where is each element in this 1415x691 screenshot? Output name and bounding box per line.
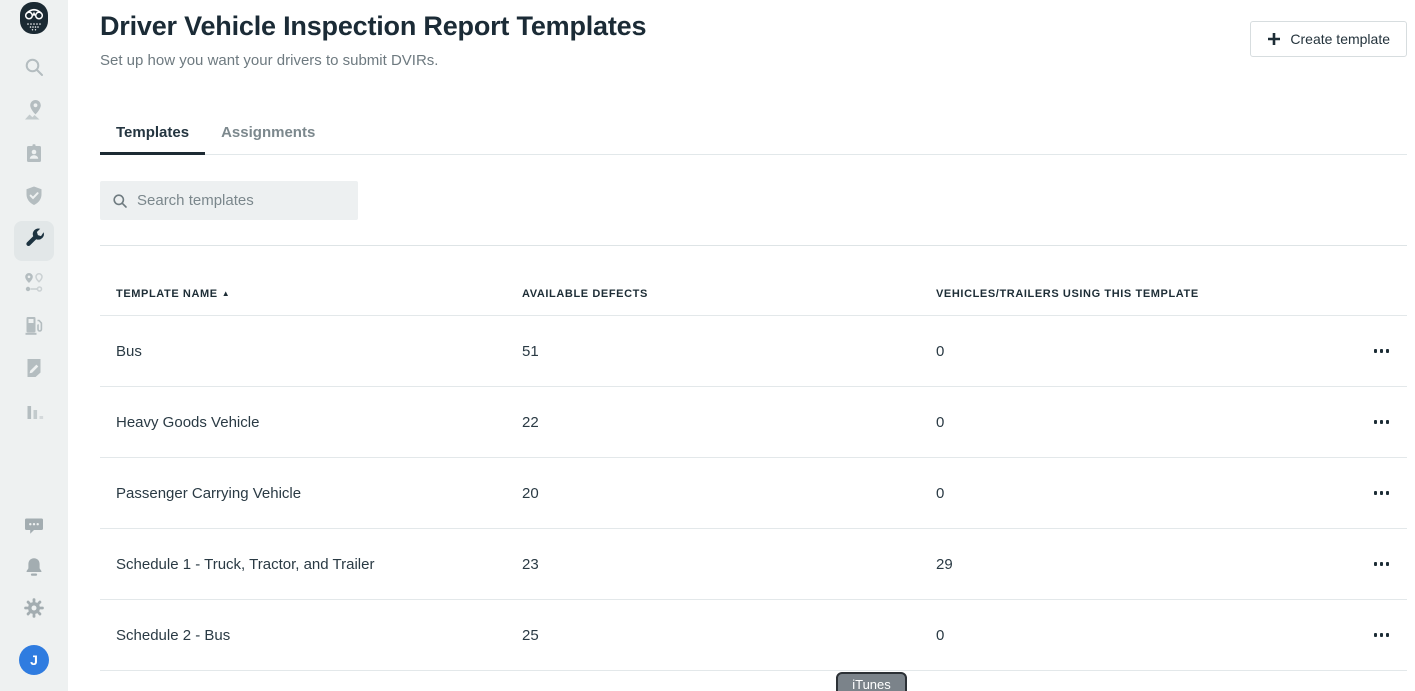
sidebar-item-maintenance[interactable] (14, 221, 54, 261)
table-row[interactable]: Passenger Carrying Vehicle 20 0 (100, 458, 1407, 529)
fuel-pump-icon (22, 313, 46, 342)
tab-templates[interactable]: Templates (100, 111, 206, 155)
sidebar-item-drivers[interactable] (14, 135, 54, 175)
page-subtitle: Set up how you want your drivers to subm… (100, 52, 439, 69)
template-name-cell: Bus (116, 342, 142, 360)
gear-icon (22, 596, 46, 625)
template-name-cell: Schedule 2 - Bus (116, 626, 231, 644)
sidebar-item-search[interactable] (14, 49, 54, 89)
available-defects-cell: 51 (522, 342, 539, 360)
sort-ascending-icon: ▲ (221, 289, 231, 298)
wrench-icon (22, 227, 46, 256)
table-row[interactable]: Bus 51 0 (100, 316, 1407, 387)
search-templates-input[interactable] (137, 192, 346, 209)
ellipsis-icon (1373, 491, 1377, 495)
samsara-owl-logo[interactable] (20, 2, 48, 34)
row-menu-button[interactable] (1372, 343, 1392, 359)
dock-tooltip: iTunes (836, 672, 907, 691)
vehicles-using-cell: 0 (936, 484, 945, 502)
create-template-label: Create template (1290, 31, 1390, 47)
section-divider (100, 245, 1407, 246)
sidebar-item-notifications[interactable] (16, 551, 52, 587)
available-defects-cell: 22 (522, 413, 539, 431)
vehicles-using-cell: 0 (936, 342, 945, 360)
sidebar-item-settings[interactable] (16, 592, 52, 628)
column-header-vehicles-using[interactable]: VEHICLES/TRAILERS USING THIS TEMPLATE (936, 288, 1199, 300)
row-menu-button[interactable] (1372, 485, 1392, 501)
row-menu-button[interactable] (1372, 556, 1392, 572)
column-header-template-name[interactable]: TEMPLATE NAME ▲ (116, 288, 522, 300)
column-header-available-defects[interactable]: AVAILABLE DEFECTS (522, 288, 648, 300)
template-name-cell: Schedule 1 - Truck, Tractor, and Trailer (116, 555, 375, 573)
column-header-label: TEMPLATE NAME (116, 288, 218, 300)
page-title: Driver Vehicle Inspection Report Templat… (100, 11, 647, 41)
sidebar-nav (14, 49, 54, 433)
sidebar-item-dispatch[interactable] (14, 264, 54, 304)
chat-bubble-icon (22, 514, 46, 543)
search-icon (112, 193, 128, 209)
shield-check-icon (22, 184, 46, 213)
search-icon (22, 55, 46, 84)
page-header: Driver Vehicle Inspection Report Templat… (100, 0, 1407, 69)
create-template-button[interactable]: Create template (1250, 21, 1407, 57)
sidebar-item-reports[interactable] (14, 393, 54, 433)
sidebar: J (0, 0, 68, 691)
route-pins-icon (22, 270, 46, 299)
tab-assignments[interactable]: Assignments (221, 124, 316, 141)
ellipsis-icon (1373, 420, 1377, 424)
available-defects-cell: 25 (522, 626, 539, 644)
row-menu-button[interactable] (1372, 627, 1392, 643)
table-row[interactable]: Schedule 2 - Bus 25 0 (100, 600, 1407, 671)
vehicles-using-cell: 29 (936, 555, 953, 573)
map-pin-icon (22, 98, 46, 127)
sidebar-item-overview[interactable] (14, 92, 54, 132)
document-edit-icon (22, 356, 46, 385)
table-row[interactable]: Schedule 1 - Truck, Tractor, and Trailer… (100, 529, 1407, 600)
main-content: Driver Vehicle Inspection Report Templat… (68, 0, 1415, 671)
sidebar-item-safety[interactable] (14, 178, 54, 218)
template-name-cell: Heavy Goods Vehicle (116, 413, 260, 431)
row-menu-button[interactable] (1372, 414, 1392, 430)
id-badge-icon (22, 141, 46, 170)
vehicles-using-cell: 0 (936, 413, 945, 431)
ellipsis-icon (1373, 633, 1377, 637)
sidebar-item-documents[interactable] (14, 350, 54, 390)
user-avatar[interactable]: J (19, 645, 49, 675)
tab-bar: Templates Assignments (100, 111, 1407, 155)
sidebar-item-feedback[interactable] (16, 510, 52, 546)
table-row[interactable]: Heavy Goods Vehicle 22 0 (100, 387, 1407, 458)
ellipsis-icon (1373, 562, 1377, 566)
table-header-row: TEMPLATE NAME ▲ AVAILABLE DEFECTS VEHICLE… (100, 246, 1407, 316)
search-templates-box (100, 181, 358, 220)
ellipsis-icon (1373, 349, 1377, 353)
vehicles-using-cell: 0 (936, 626, 945, 644)
template-name-cell: Passenger Carrying Vehicle (116, 484, 302, 502)
bar-chart-icon (22, 399, 46, 428)
sidebar-bottom-nav: J (16, 510, 52, 691)
available-defects-cell: 23 (522, 555, 539, 573)
bell-icon (22, 555, 46, 584)
plus-icon (1267, 32, 1281, 46)
sidebar-item-fuel[interactable] (14, 307, 54, 347)
available-defects-cell: 20 (522, 484, 539, 502)
